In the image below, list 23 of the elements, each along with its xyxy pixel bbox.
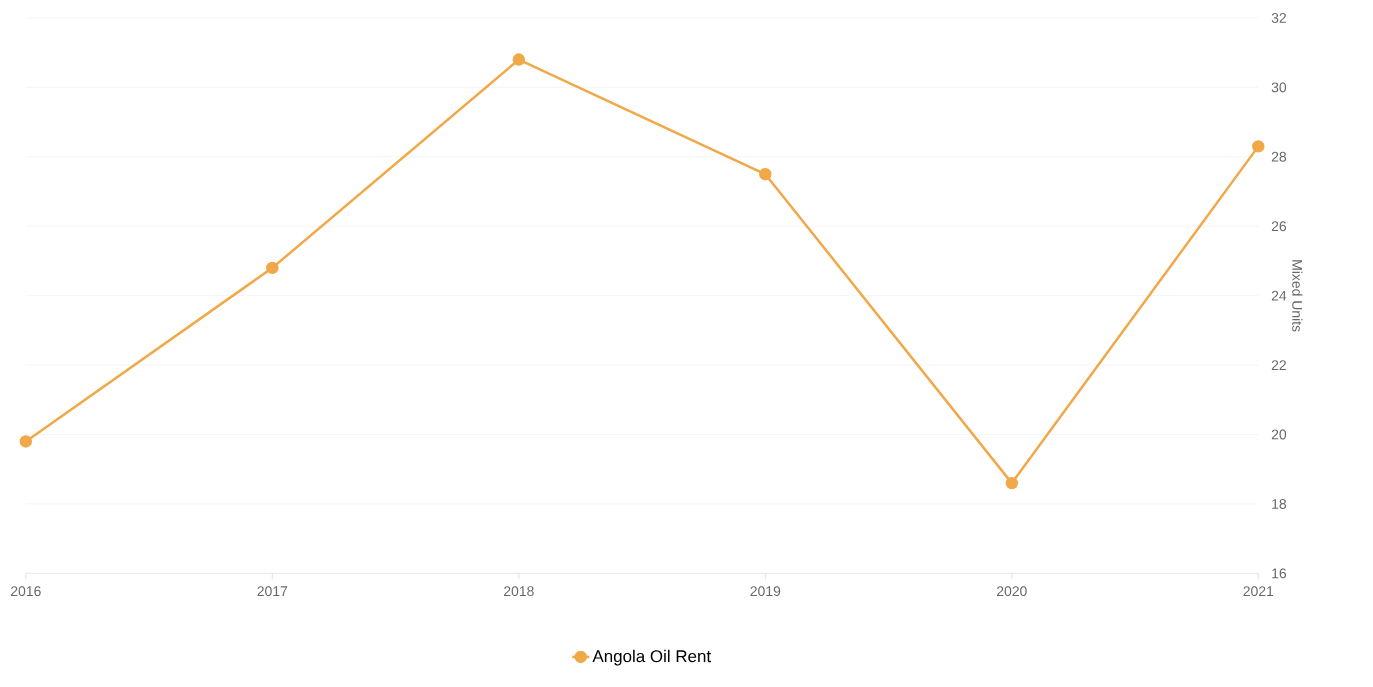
y-tick-label: 32 (1271, 12, 1286, 23)
y-axis-title: Mixed Units (1292, 260, 1303, 332)
y-tick-label: 26 (1271, 221, 1287, 232)
y-tick-label: 22 (1271, 360, 1286, 370)
point (19, 435, 33, 448)
legend-label: Angola Oil Rent (592, 649, 711, 666)
x-tick-label: 2018 (503, 586, 534, 597)
y-tick-label: 16 (1272, 568, 1287, 579)
y-tick-label: 18 (1272, 498, 1287, 509)
x-tick-label: 2019 (750, 586, 781, 597)
y-tick-label: 20 (1271, 429, 1287, 440)
point (759, 167, 772, 181)
x-tick-label: 2016 (11, 586, 41, 597)
y-tick-label: 24 (1271, 290, 1287, 301)
x-tick-label: 2021 (1243, 586, 1274, 597)
y-tick-label: 30 (1271, 82, 1287, 93)
point (1252, 140, 1265, 153)
y-tick-label: 28 (1271, 151, 1287, 162)
point (1005, 476, 1019, 490)
x-tick-label: 2020 (996, 586, 1027, 597)
point (512, 53, 526, 66)
point (266, 261, 279, 275)
x-tick-label: 2017 (257, 586, 288, 597)
